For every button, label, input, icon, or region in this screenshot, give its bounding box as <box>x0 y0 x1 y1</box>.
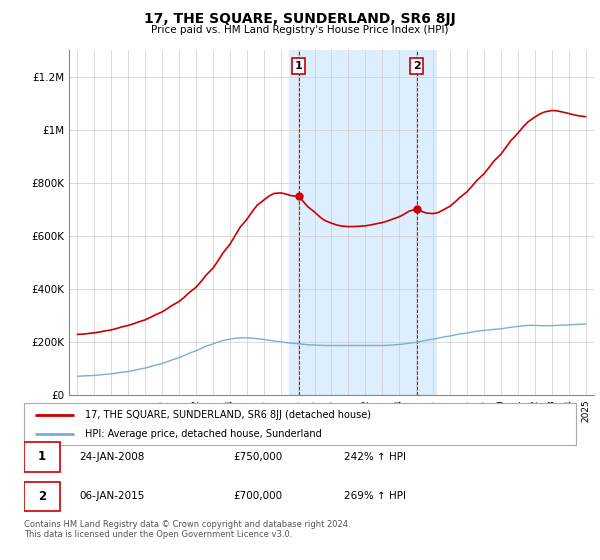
Text: 17, THE SQUARE, SUNDERLAND, SR6 8JJ (detached house): 17, THE SQUARE, SUNDERLAND, SR6 8JJ (det… <box>85 409 371 419</box>
Text: 2: 2 <box>38 489 46 503</box>
Bar <box>289 50 436 395</box>
Text: 1: 1 <box>295 61 302 71</box>
Text: £750,000: £750,000 <box>234 452 283 462</box>
FancyBboxPatch shape <box>24 403 576 445</box>
Text: 24-JAN-2008: 24-JAN-2008 <box>79 452 145 462</box>
FancyBboxPatch shape <box>24 442 60 472</box>
Text: HPI: Average price, detached house, Sunderland: HPI: Average price, detached house, Sund… <box>85 429 322 439</box>
Text: 1: 1 <box>38 450 46 464</box>
Text: Contains HM Land Registry data © Crown copyright and database right 2024.
This d: Contains HM Land Registry data © Crown c… <box>24 520 350 539</box>
Text: 2: 2 <box>413 61 421 71</box>
Text: £700,000: £700,000 <box>234 491 283 501</box>
Text: 17, THE SQUARE, SUNDERLAND, SR6 8JJ: 17, THE SQUARE, SUNDERLAND, SR6 8JJ <box>144 12 456 26</box>
Text: 242% ↑ HPI: 242% ↑ HPI <box>344 452 406 462</box>
FancyBboxPatch shape <box>24 482 60 511</box>
Text: 06-JAN-2015: 06-JAN-2015 <box>79 491 145 501</box>
Text: Price paid vs. HM Land Registry's House Price Index (HPI): Price paid vs. HM Land Registry's House … <box>151 25 449 35</box>
Text: 269% ↑ HPI: 269% ↑ HPI <box>344 491 406 501</box>
